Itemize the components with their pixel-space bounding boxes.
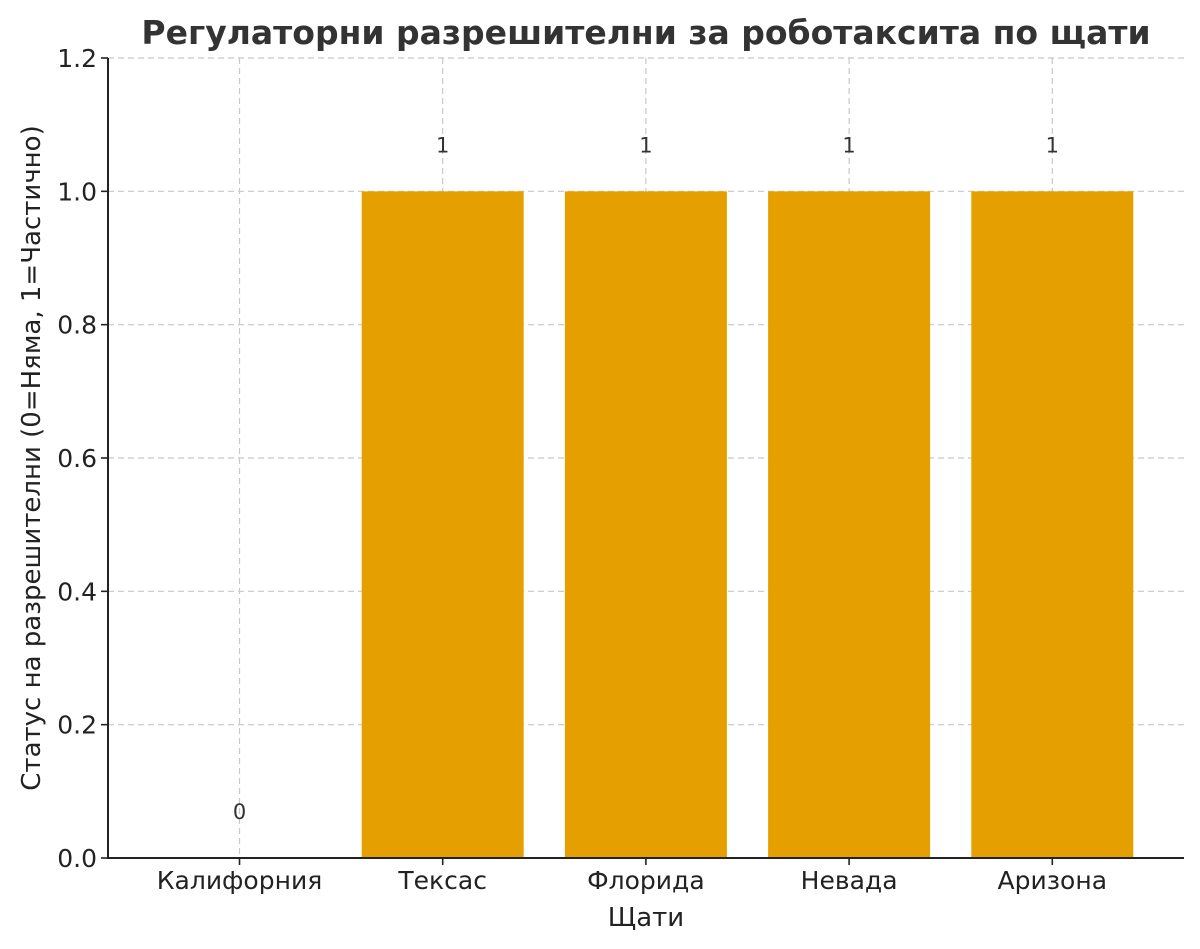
data-label: 1 (639, 133, 652, 157)
y-tick-label: 0.8 (57, 311, 97, 340)
data-label: 1 (842, 133, 855, 157)
x-tick-label: Флорида (587, 866, 705, 895)
data-label: 1 (1046, 133, 1059, 157)
bar (564, 191, 727, 859)
data-labels: 0 1 1 1 1 (233, 133, 1059, 824)
y-tick-label: 1.2 (57, 44, 97, 73)
bars (361, 191, 1134, 859)
data-label: 1 (436, 133, 449, 157)
x-tick-label: Невада (801, 866, 898, 895)
y-tick-label: 0.0 (57, 844, 97, 873)
y-tick-label: 0.2 (57, 711, 97, 740)
y-axis-label: Статус на разрешителни (0=Няма, 1=Частич… (17, 125, 47, 790)
bar (361, 191, 524, 859)
bar (971, 191, 1134, 859)
y-tick-label: 0.4 (57, 577, 97, 606)
x-ticks: Калифорния Тексас Флорида Невада Аризона (157, 858, 1107, 895)
bar (768, 191, 931, 859)
x-axis-label: Щати (608, 903, 684, 933)
chart-title: Регулаторни разрешителни за роботаксита … (141, 13, 1150, 52)
data-label: 0 (233, 800, 246, 824)
x-tick-label: Аризона (998, 866, 1107, 895)
x-tick-label: Тексас (397, 866, 487, 895)
y-tick-label: 0.6 (57, 444, 97, 473)
y-tick-label: 1.0 (57, 177, 97, 206)
x-tick-label: Калифорния (157, 866, 322, 895)
y-ticks: 0.0 0.2 0.4 0.6 0.8 1.0 1.2 (57, 44, 108, 873)
